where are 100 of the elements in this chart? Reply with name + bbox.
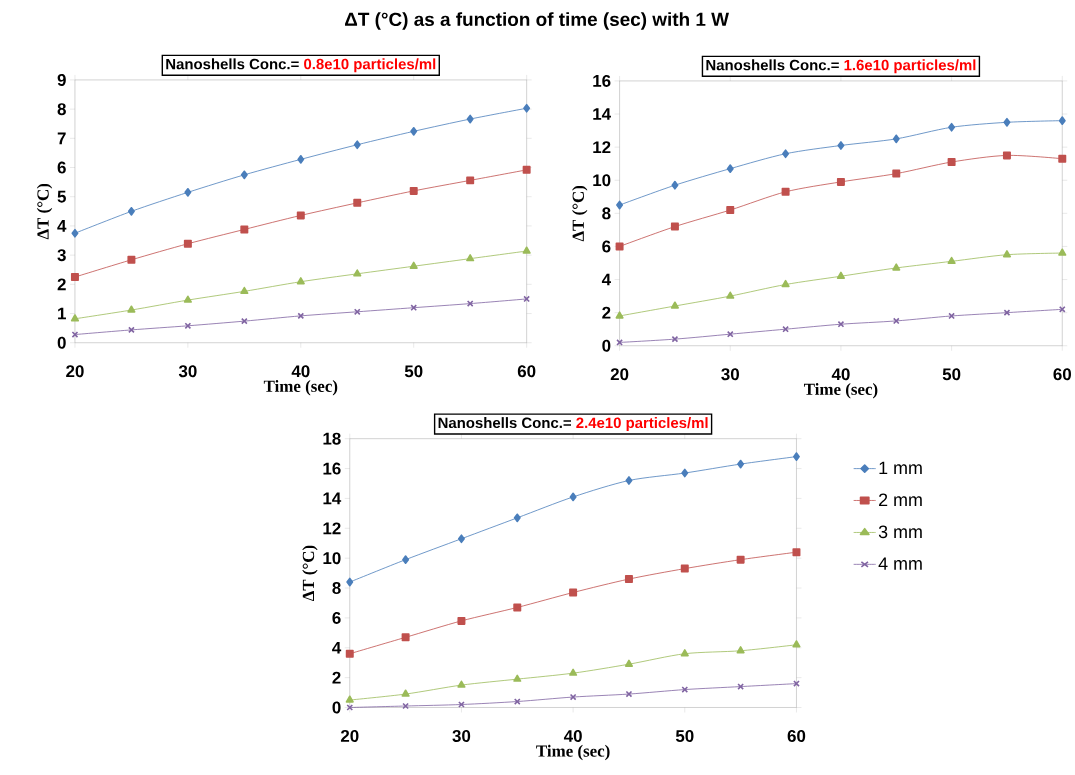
point bbox=[670, 222, 679, 231]
point bbox=[466, 176, 475, 185]
point bbox=[947, 157, 956, 166]
point bbox=[569, 492, 577, 502]
y-tick-label: 10 bbox=[593, 174, 611, 187]
point bbox=[127, 255, 136, 264]
point bbox=[1002, 249, 1012, 258]
point bbox=[457, 534, 465, 543]
point bbox=[781, 187, 790, 196]
point bbox=[513, 513, 521, 523]
y-axis-title: ΔT (°C) bbox=[572, 185, 588, 242]
point bbox=[726, 291, 735, 299]
point bbox=[409, 261, 418, 269]
x-axis-title: Time (sec) bbox=[803, 382, 878, 399]
point bbox=[458, 700, 465, 708]
point bbox=[569, 588, 578, 597]
point bbox=[792, 639, 801, 648]
y-tick-label: 0 bbox=[602, 339, 611, 352]
y-axis-title: ΔT (°C) bbox=[302, 545, 318, 601]
point bbox=[523, 103, 531, 113]
point bbox=[345, 649, 354, 658]
point bbox=[410, 126, 418, 136]
x-tick-label: 30 bbox=[178, 365, 197, 378]
point bbox=[737, 683, 744, 690]
y-tick-label: 4 bbox=[601, 273, 611, 286]
point bbox=[792, 547, 801, 556]
point bbox=[726, 205, 735, 214]
x-tick-label: 30 bbox=[721, 368, 739, 381]
point bbox=[726, 164, 734, 173]
chart-subtitle: 1.6e10 particles/ml bbox=[844, 59, 976, 74]
point bbox=[624, 659, 634, 667]
x-tick-label: 60 bbox=[1053, 368, 1071, 381]
y-tick-label: 18 bbox=[323, 432, 341, 445]
point bbox=[1002, 151, 1011, 160]
point bbox=[522, 246, 531, 254]
point bbox=[346, 577, 354, 587]
point bbox=[410, 304, 418, 311]
point bbox=[624, 574, 633, 583]
y-tick-label: 12 bbox=[323, 522, 341, 534]
chart-title: Nanoshells Conc.= bbox=[438, 416, 572, 428]
point bbox=[353, 308, 361, 315]
y-tick-label: 5 bbox=[57, 190, 66, 203]
point bbox=[892, 169, 901, 178]
legend-label: 3 mm bbox=[878, 525, 922, 538]
point bbox=[353, 269, 362, 277]
y-tick-label: 6 bbox=[602, 240, 611, 253]
point bbox=[948, 122, 956, 132]
point bbox=[1058, 248, 1067, 256]
y-tick-label: 10 bbox=[323, 551, 341, 564]
point bbox=[736, 645, 745, 654]
text: ΔT (°C) as a function of time (sec) with 1 W bbox=[345, 11, 729, 30]
chart-title: Nanoshells Conc.= bbox=[166, 58, 299, 70]
point bbox=[836, 177, 845, 186]
point bbox=[184, 322, 192, 329]
point bbox=[616, 200, 624, 210]
y-tick-label: 2 bbox=[57, 278, 66, 291]
y-tick-label: 9 bbox=[57, 73, 66, 86]
x-tick-label: 50 bbox=[675, 729, 694, 742]
x-tick-label: 40 bbox=[563, 729, 582, 742]
point bbox=[569, 668, 578, 676]
point bbox=[127, 305, 136, 313]
point bbox=[70, 272, 79, 281]
y-tick-label: 8 bbox=[602, 207, 611, 220]
x-tick-label: 20 bbox=[66, 365, 84, 378]
y-tick-label: 2 bbox=[332, 671, 341, 684]
point bbox=[671, 180, 679, 190]
y-tick-label: 4 bbox=[57, 219, 67, 232]
chart-title: Nanoshells Conc.= bbox=[706, 59, 839, 71]
point bbox=[345, 695, 354, 703]
y-tick-label: 7 bbox=[57, 132, 66, 144]
point bbox=[680, 648, 689, 657]
point bbox=[836, 271, 846, 279]
point bbox=[736, 555, 745, 564]
y-tick-label: 8 bbox=[332, 581, 341, 594]
point bbox=[466, 253, 475, 262]
point bbox=[70, 313, 80, 322]
point bbox=[513, 674, 522, 682]
y-tick-label: 14 bbox=[593, 107, 611, 120]
point bbox=[513, 603, 522, 612]
x-axis-title: Time (sec) bbox=[536, 744, 610, 760]
point bbox=[737, 459, 745, 469]
point bbox=[625, 690, 633, 698]
point bbox=[183, 295, 192, 303]
point bbox=[1058, 154, 1067, 163]
point bbox=[681, 468, 689, 478]
x-tick-label: 60 bbox=[517, 365, 536, 378]
point bbox=[457, 680, 466, 688]
point bbox=[947, 256, 956, 264]
point bbox=[615, 242, 624, 251]
x-tick-label: 20 bbox=[340, 729, 359, 742]
point bbox=[1058, 116, 1066, 125]
point bbox=[457, 616, 466, 625]
point bbox=[793, 680, 800, 687]
point bbox=[625, 475, 633, 485]
point bbox=[792, 451, 800, 461]
y-tick-label: 6 bbox=[57, 161, 66, 174]
y-tick-label: 8 bbox=[57, 102, 66, 115]
y-tick-label: 0 bbox=[332, 701, 341, 714]
x-tick-label: 30 bbox=[452, 729, 471, 742]
point bbox=[781, 279, 790, 287]
